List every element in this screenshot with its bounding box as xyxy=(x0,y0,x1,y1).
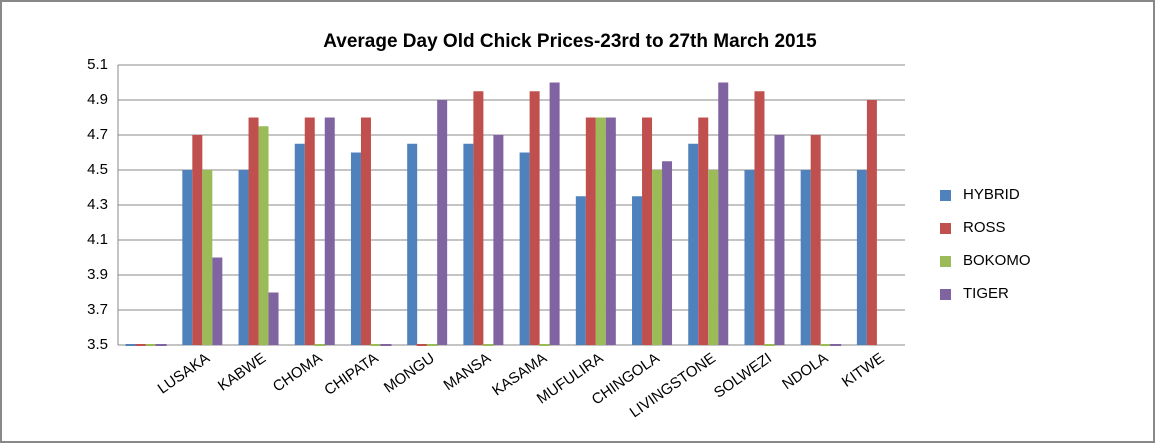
bar xyxy=(754,91,765,345)
bar xyxy=(652,170,663,345)
bar xyxy=(549,82,560,345)
legend-label: BOKOMO xyxy=(963,252,1031,269)
bar xyxy=(248,117,259,345)
bar xyxy=(529,91,540,345)
bar xyxy=(192,135,203,345)
bar xyxy=(810,135,821,345)
bar xyxy=(800,170,811,345)
y-tick-label: 3.7 xyxy=(87,301,108,318)
legend-swatch xyxy=(940,190,951,201)
bar xyxy=(463,143,474,345)
legend-label: ROSS xyxy=(963,219,1006,236)
bar xyxy=(866,100,877,345)
bar xyxy=(820,344,832,346)
bar xyxy=(708,170,719,345)
bar xyxy=(407,143,418,345)
bar xyxy=(605,117,616,345)
legend-label: HYBRID xyxy=(963,186,1020,203)
bar xyxy=(416,344,428,346)
legend-label: TIGER xyxy=(963,285,1009,302)
bar xyxy=(830,344,842,346)
bar xyxy=(145,344,157,346)
y-tick-label: 3.5 xyxy=(87,336,108,353)
bar xyxy=(360,117,371,345)
y-tick-label: 4.1 xyxy=(87,231,108,248)
bar xyxy=(212,257,223,345)
bar xyxy=(482,344,494,346)
bar xyxy=(662,161,673,345)
bar xyxy=(304,117,315,345)
bar xyxy=(856,170,867,345)
bar xyxy=(294,143,305,345)
y-tick-label: 4.7 xyxy=(87,126,108,143)
bar xyxy=(125,344,137,346)
y-tick-label: 4.5 xyxy=(87,161,108,178)
bar xyxy=(324,117,335,345)
bar xyxy=(437,100,448,345)
y-tick-label: 4.3 xyxy=(87,196,108,213)
bar xyxy=(585,117,596,345)
bar xyxy=(473,91,484,345)
bar xyxy=(763,344,775,346)
bar xyxy=(539,344,551,346)
bar xyxy=(426,344,438,346)
bar xyxy=(493,135,504,345)
y-tick-label: 3.9 xyxy=(87,266,108,283)
bar xyxy=(370,344,382,346)
bar xyxy=(688,143,699,345)
bar xyxy=(202,170,213,345)
bar xyxy=(182,170,193,345)
bar xyxy=(698,117,709,345)
bar xyxy=(258,126,269,345)
bar xyxy=(595,117,606,345)
bar xyxy=(744,170,755,345)
bar xyxy=(268,292,279,345)
bar xyxy=(774,135,785,345)
bar xyxy=(155,344,167,346)
bar xyxy=(718,82,729,345)
y-tick-label: 4.9 xyxy=(87,91,108,108)
bar xyxy=(380,344,392,346)
bar xyxy=(350,152,361,345)
bar xyxy=(642,117,653,345)
bar xyxy=(135,344,147,346)
bar xyxy=(238,170,249,345)
bar xyxy=(314,344,326,346)
chart-title: Average Day Old Chick Prices-23rd to 27t… xyxy=(323,31,817,52)
bar xyxy=(519,152,530,345)
bar xyxy=(575,196,586,345)
legend-swatch xyxy=(940,256,951,267)
legend-swatch xyxy=(940,289,951,300)
legend-swatch xyxy=(940,223,951,234)
bar xyxy=(632,196,643,345)
y-tick-label: 5.1 xyxy=(87,56,108,73)
